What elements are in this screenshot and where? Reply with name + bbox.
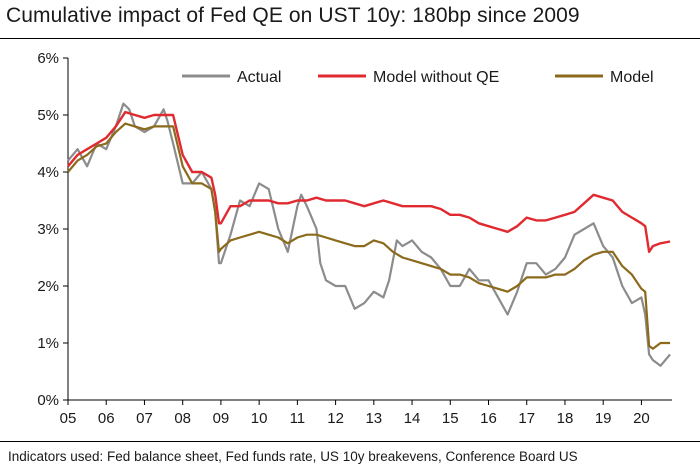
legend: Actual Model without QE Model <box>182 69 654 86</box>
series-line-model-without-qe <box>67 110 671 254</box>
y-tick-label: 5% <box>37 107 59 124</box>
chart-footnote: Indicators used: Fed balance sheet, Fed … <box>8 449 578 464</box>
x-tick-label: 11 <box>290 410 306 427</box>
x-tick-label: 16 <box>480 410 497 427</box>
y-tick-label: 4% <box>37 164 59 181</box>
x-tick-label: 10 <box>251 410 268 427</box>
y-tick-label: 2% <box>37 278 59 295</box>
footer-divider <box>0 441 700 442</box>
x-tick-label: 12 <box>327 410 344 427</box>
y-tick-label: 3% <box>37 221 59 238</box>
legend-label-actual: Actual <box>237 69 281 86</box>
x-tick-label: 19 <box>595 410 612 427</box>
axes: 0% 1% 2% 3% 4% 5% 6% 05 06 07 08 09 10 11 12 13 14 15 16 17… <box>37 50 672 427</box>
x-tick-label: 18 <box>557 410 574 427</box>
series-lines <box>67 102 671 367</box>
series-line-model <box>67 122 671 350</box>
x-tick-label: 09 <box>213 410 230 427</box>
x-tick-label: 07 <box>136 410 153 427</box>
x-tick-label: 13 <box>365 410 382 427</box>
y-tick-label: 1% <box>37 335 59 352</box>
x-tick-label: 17 <box>518 410 535 427</box>
x-tick-label: 08 <box>174 410 191 427</box>
x-tick-label: 05 <box>60 410 77 427</box>
y-tick-label: 6% <box>37 50 59 67</box>
series-line-actual <box>67 102 671 367</box>
x-tick-label: 15 <box>442 410 459 427</box>
x-tick-label: 14 <box>404 410 421 427</box>
legend-label-model-without-qe: Model without QE <box>373 69 499 86</box>
y-tick-label: 0% <box>37 392 59 409</box>
x-tick-label: 20 <box>633 410 650 427</box>
x-tick-label: 06 <box>98 410 115 427</box>
chart-area: 0% 1% 2% 3% 4% 5% 6% 05 06 07 08 09 10 11 12 13 14 15 16 17… <box>37 50 672 427</box>
title-divider <box>0 38 700 39</box>
legend-label-model: Model <box>610 69 654 86</box>
chart-title: Cumulative impact of Fed QE on UST 10y: … <box>6 4 580 27</box>
